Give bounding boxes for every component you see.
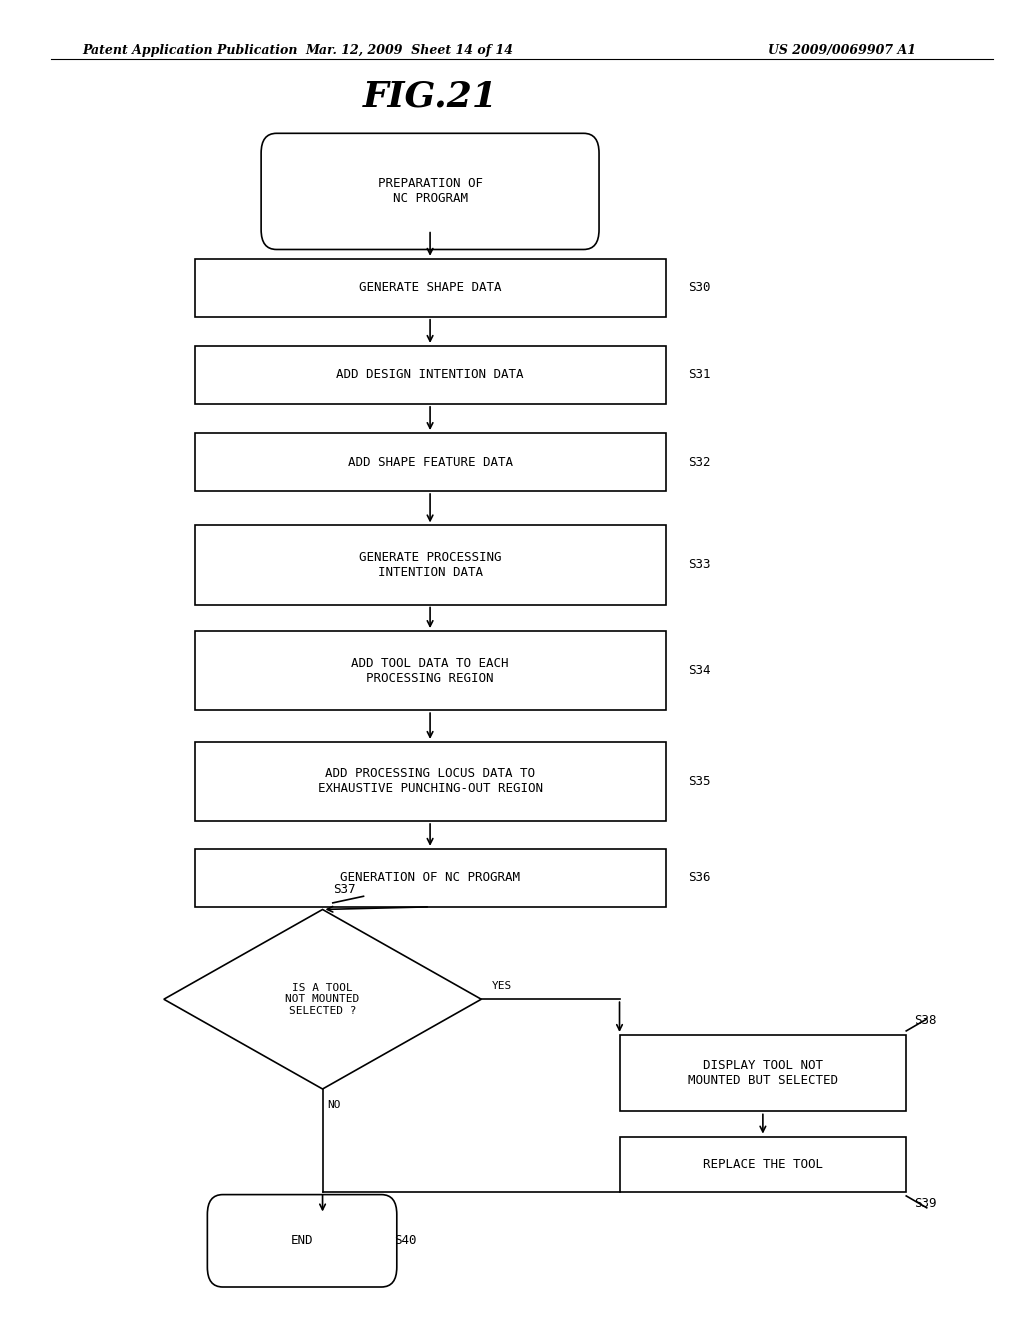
Bar bbox=[195, 259, 666, 317]
Text: YES: YES bbox=[492, 981, 512, 991]
Bar bbox=[195, 631, 666, 710]
Text: S38: S38 bbox=[914, 1014, 937, 1027]
Text: NO: NO bbox=[328, 1100, 341, 1110]
Text: S39: S39 bbox=[914, 1197, 937, 1210]
Text: Patent Application Publication: Patent Application Publication bbox=[82, 44, 297, 57]
Text: S34: S34 bbox=[688, 664, 711, 677]
Polygon shape bbox=[164, 909, 481, 1089]
Text: S40: S40 bbox=[393, 1234, 416, 1247]
Bar bbox=[195, 525, 666, 605]
Text: FIG.21: FIG.21 bbox=[362, 79, 498, 114]
Text: DISPLAY TOOL NOT
MOUNTED BUT SELECTED: DISPLAY TOOL NOT MOUNTED BUT SELECTED bbox=[688, 1059, 838, 1088]
Bar bbox=[620, 1137, 906, 1192]
Text: IS A TOOL
NOT MOUNTED
SELECTED ?: IS A TOOL NOT MOUNTED SELECTED ? bbox=[286, 982, 359, 1016]
Text: S36: S36 bbox=[688, 871, 711, 884]
Text: S31: S31 bbox=[688, 368, 711, 381]
Text: ADD DESIGN INTENTION DATA: ADD DESIGN INTENTION DATA bbox=[336, 368, 524, 381]
Text: PREPARATION OF
NC PROGRAM: PREPARATION OF NC PROGRAM bbox=[378, 177, 482, 206]
Text: S35: S35 bbox=[688, 775, 711, 788]
Text: GENERATE PROCESSING
INTENTION DATA: GENERATE PROCESSING INTENTION DATA bbox=[358, 550, 502, 579]
Bar bbox=[620, 1035, 906, 1111]
Text: GENERATE SHAPE DATA: GENERATE SHAPE DATA bbox=[358, 281, 502, 294]
Text: REPLACE THE TOOL: REPLACE THE TOOL bbox=[702, 1158, 823, 1171]
Text: END: END bbox=[291, 1234, 313, 1247]
FancyBboxPatch shape bbox=[261, 133, 599, 249]
Bar bbox=[195, 433, 666, 491]
Bar bbox=[195, 346, 666, 404]
Bar bbox=[195, 742, 666, 821]
Text: ADD PROCESSING LOCUS DATA TO
EXHAUSTIVE PUNCHING-OUT REGION: ADD PROCESSING LOCUS DATA TO EXHAUSTIVE … bbox=[317, 767, 543, 796]
Bar bbox=[195, 849, 666, 907]
FancyBboxPatch shape bbox=[207, 1195, 396, 1287]
Text: S32: S32 bbox=[688, 455, 711, 469]
Text: S33: S33 bbox=[688, 558, 711, 572]
Text: ADD SHAPE FEATURE DATA: ADD SHAPE FEATURE DATA bbox=[347, 455, 513, 469]
Text: Mar. 12, 2009  Sheet 14 of 14: Mar. 12, 2009 Sheet 14 of 14 bbox=[305, 44, 514, 57]
Text: US 2009/0069907 A1: US 2009/0069907 A1 bbox=[768, 44, 916, 57]
Text: ADD TOOL DATA TO EACH
PROCESSING REGION: ADD TOOL DATA TO EACH PROCESSING REGION bbox=[351, 656, 509, 685]
Text: S30: S30 bbox=[688, 281, 711, 294]
Text: S37: S37 bbox=[333, 883, 355, 896]
Text: GENERATION OF NC PROGRAM: GENERATION OF NC PROGRAM bbox=[340, 871, 520, 884]
